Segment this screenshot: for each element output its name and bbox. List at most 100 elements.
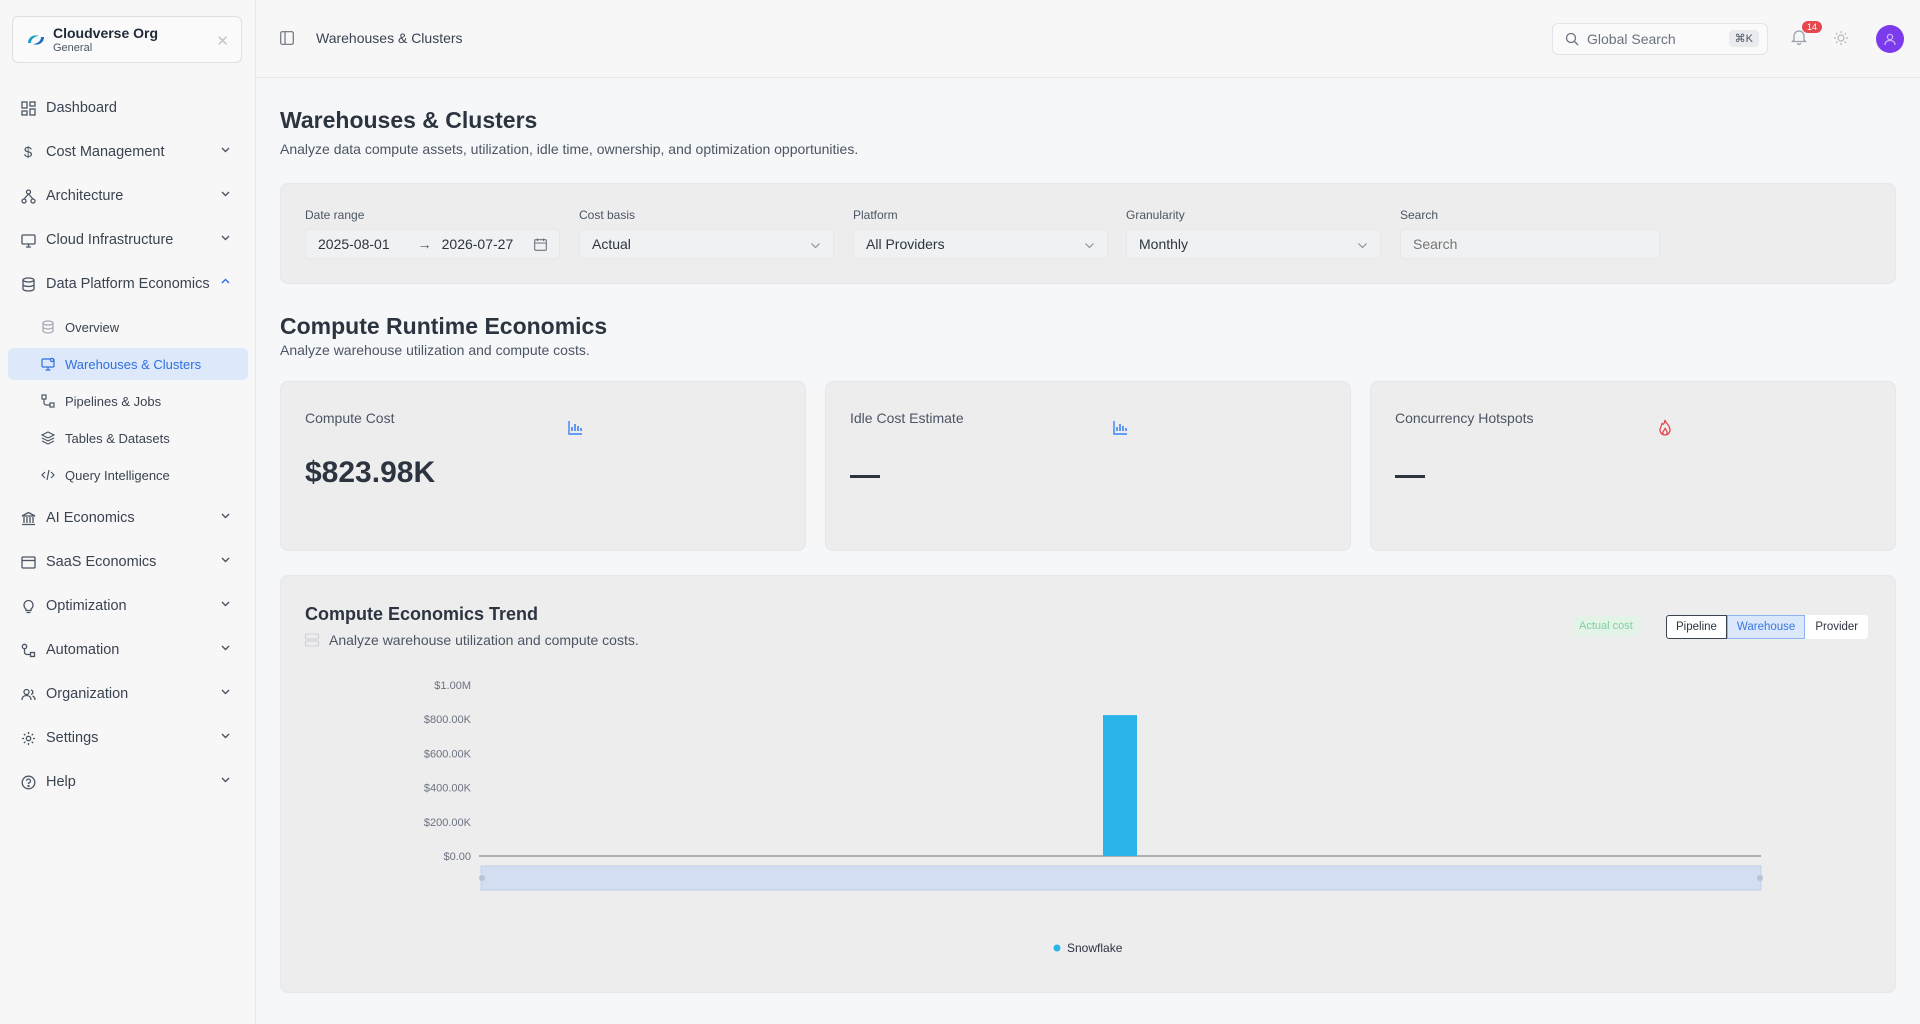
sidebar-item-saas-economics[interactable]: SaaS Economics	[8, 540, 248, 584]
group-by-toggle: Pipeline Warehouse Provider	[1666, 615, 1869, 639]
sidebar-subitem-pipelines-jobs[interactable]: Pipelines & Jobs	[8, 385, 248, 417]
search-filter: Search	[1400, 208, 1660, 259]
platform-filter: Platform All Providers	[853, 208, 1108, 259]
sidebar-item-label: AI Economics	[46, 510, 135, 526]
actual-cost-tag: Actual cost	[1573, 616, 1639, 636]
sidebar-item-label: Data Platform Economics	[46, 276, 210, 292]
group-by-provider-button[interactable]: Provider	[1805, 615, 1869, 639]
chevron-down-icon	[221, 513, 230, 519]
sidebar-item-label: SaaS Economics	[46, 554, 157, 570]
sidebar-item-settings[interactable]: Settings	[8, 716, 248, 760]
help-circle-icon	[20, 774, 36, 790]
global-search-placeholder: Global Search	[1587, 31, 1676, 47]
flame-icon	[1655, 418, 1675, 438]
bell-icon[interactable]	[1790, 28, 1808, 46]
platform-select[interactable]: All Providers	[853, 229, 1108, 259]
sidebar-item-automation[interactable]: Automation	[8, 628, 248, 672]
layers-icon	[40, 431, 55, 446]
cost-basis-select[interactable]: Actual	[579, 229, 834, 259]
kpi-card-idle-cost: Idle Cost Estimate	[825, 381, 1351, 551]
granularity-value: Monthly	[1139, 236, 1189, 252]
chevron-down-icon	[1085, 243, 1094, 249]
sidebar-subitem-overview[interactable]: Overview	[8, 311, 248, 343]
user-icon	[1884, 33, 1896, 46]
sidebar-item-label: Organization	[46, 686, 129, 702]
group-by-pipeline-button[interactable]: Pipeline	[1666, 615, 1727, 639]
avatar[interactable]	[1876, 25, 1904, 53]
y-tick-label: $400.00K	[424, 783, 472, 795]
browser-window-icon	[20, 554, 36, 570]
sidebar-item-optimization[interactable]: Optimization	[8, 584, 248, 628]
org-name: Cloudverse Org	[53, 24, 159, 41]
sidebar-subitem-label: Warehouses & Clusters	[65, 356, 202, 372]
sidebar-nav: Dashboard $ Cost Management Architecture…	[8, 86, 248, 804]
compute-trend-chart: $0.00 $200.00K $400.00K $600.00K $800.00K $1.…	[424, 680, 1763, 955]
sidebar-item-label: Architecture	[46, 188, 124, 204]
granularity-label: Granularity	[1126, 208, 1185, 222]
chevron-up-icon	[221, 278, 230, 284]
section-title: Compute Runtime Economics	[280, 313, 608, 339]
users-icon	[20, 686, 36, 702]
chevron-down-icon	[221, 191, 230, 197]
kpi-label: Concurrency Hotspots	[1395, 410, 1534, 426]
architecture-icon	[20, 188, 36, 204]
workflow-icon	[20, 642, 36, 658]
code-icon	[40, 468, 55, 483]
chevron-down-icon	[221, 147, 230, 153]
sidebar-item-label: Cost Management	[46, 144, 165, 160]
search-icon	[1565, 32, 1579, 46]
date-range-picker[interactable]: 2025-08-01 → 2026-07-27	[305, 229, 560, 259]
platform-value: All Providers	[866, 236, 945, 252]
group-by-warehouse-button[interactable]: Warehouse	[1726, 615, 1806, 639]
sidebar-item-organization[interactable]: Organization	[8, 672, 248, 716]
zoom-slider-handle-right[interactable]	[1757, 875, 1763, 881]
y-tick-label: $1.00M	[434, 680, 471, 692]
cost-basis-label: Cost basis	[579, 208, 636, 222]
search-label: Search	[1400, 208, 1439, 222]
breadcrumb: Warehouses & Clusters	[316, 30, 463, 46]
sidebar-item-label: Help	[46, 774, 76, 790]
y-tick-label: $200.00K	[424, 817, 472, 829]
date-start: 2025-08-01	[318, 236, 390, 252]
section-subtitle: Analyze warehouse utilization and comput…	[280, 342, 590, 358]
sidebar-subitem-label: Tables & Datasets	[65, 430, 170, 446]
search-input[interactable]	[1413, 236, 1659, 252]
zoom-slider-handle-left[interactable]	[479, 875, 485, 881]
gear-icon	[20, 730, 36, 746]
trend-title: Compute Economics Trend	[305, 604, 539, 624]
sidebar-item-cost-management[interactable]: $ Cost Management	[8, 130, 248, 174]
sidebar-item-architecture[interactable]: Architecture	[8, 174, 248, 218]
notification-badge: 14	[1802, 21, 1823, 33]
sidebar: Cloudverse Org General ✕ Dashboard $ Cos…	[0, 0, 256, 1024]
kpi-card-compute-cost: Compute Cost $823.98K	[280, 381, 806, 551]
granularity-select[interactable]: Monthly	[1126, 229, 1381, 259]
sidebar-item-dashboard[interactable]: Dashboard	[8, 86, 248, 130]
sidebar-subitem-query-intelligence[interactable]: Query Intelligence	[8, 459, 248, 491]
sidebar-item-label: Dashboard	[46, 100, 117, 116]
legend-label[interactable]: Snowflake	[1067, 941, 1123, 955]
date-range-label: Date range	[305, 208, 365, 222]
chevron-down-icon	[1358, 243, 1367, 249]
global-search[interactable]: Global Search ⌘K	[1552, 23, 1768, 55]
zoom-slider-selection[interactable]	[480, 865, 1762, 891]
sun-icon[interactable]	[1833, 30, 1849, 46]
dollar-icon: $	[23, 143, 33, 161]
sidebar-subitem-tables-datasets[interactable]: Tables & Datasets	[8, 422, 248, 454]
y-tick-label: $600.00K	[424, 748, 472, 760]
sidebar-item-cloud-infrastructure[interactable]: Cloud Infrastructure	[8, 218, 248, 262]
cost-basis-value: Actual	[592, 236, 631, 252]
filter-bar: Date range 2025-08-01 → 2026-07-27 Cost …	[280, 183, 1896, 284]
shortcut-hint: ⌘K	[1728, 30, 1759, 47]
chart-bar[interactable]	[1103, 715, 1137, 856]
close-icon[interactable]: ✕	[216, 33, 229, 50]
sidebar-subitem-warehouses-clusters[interactable]: Warehouses & Clusters	[8, 348, 248, 380]
sidebar-toggle-icon[interactable]	[280, 31, 294, 45]
database-icon	[20, 276, 36, 292]
sidebar-subitem-label: Query Intelligence	[65, 467, 170, 483]
page-subtitle: Analyze data compute assets, utilization…	[280, 141, 859, 157]
org-switcher[interactable]: Cloudverse Org General ✕	[12, 16, 242, 63]
sidebar-item-help[interactable]: Help	[8, 760, 248, 804]
sidebar-item-ai-economics[interactable]: AI Economics	[8, 496, 248, 540]
monitor-cloud-icon	[20, 232, 36, 248]
sidebar-item-data-platform-economics[interactable]: Data Platform Economics	[8, 262, 248, 306]
